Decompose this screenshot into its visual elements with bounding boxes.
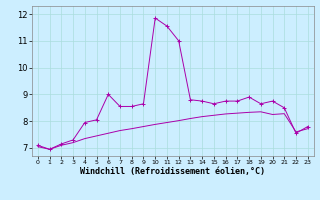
X-axis label: Windchill (Refroidissement éolien,°C): Windchill (Refroidissement éolien,°C) bbox=[80, 167, 265, 176]
